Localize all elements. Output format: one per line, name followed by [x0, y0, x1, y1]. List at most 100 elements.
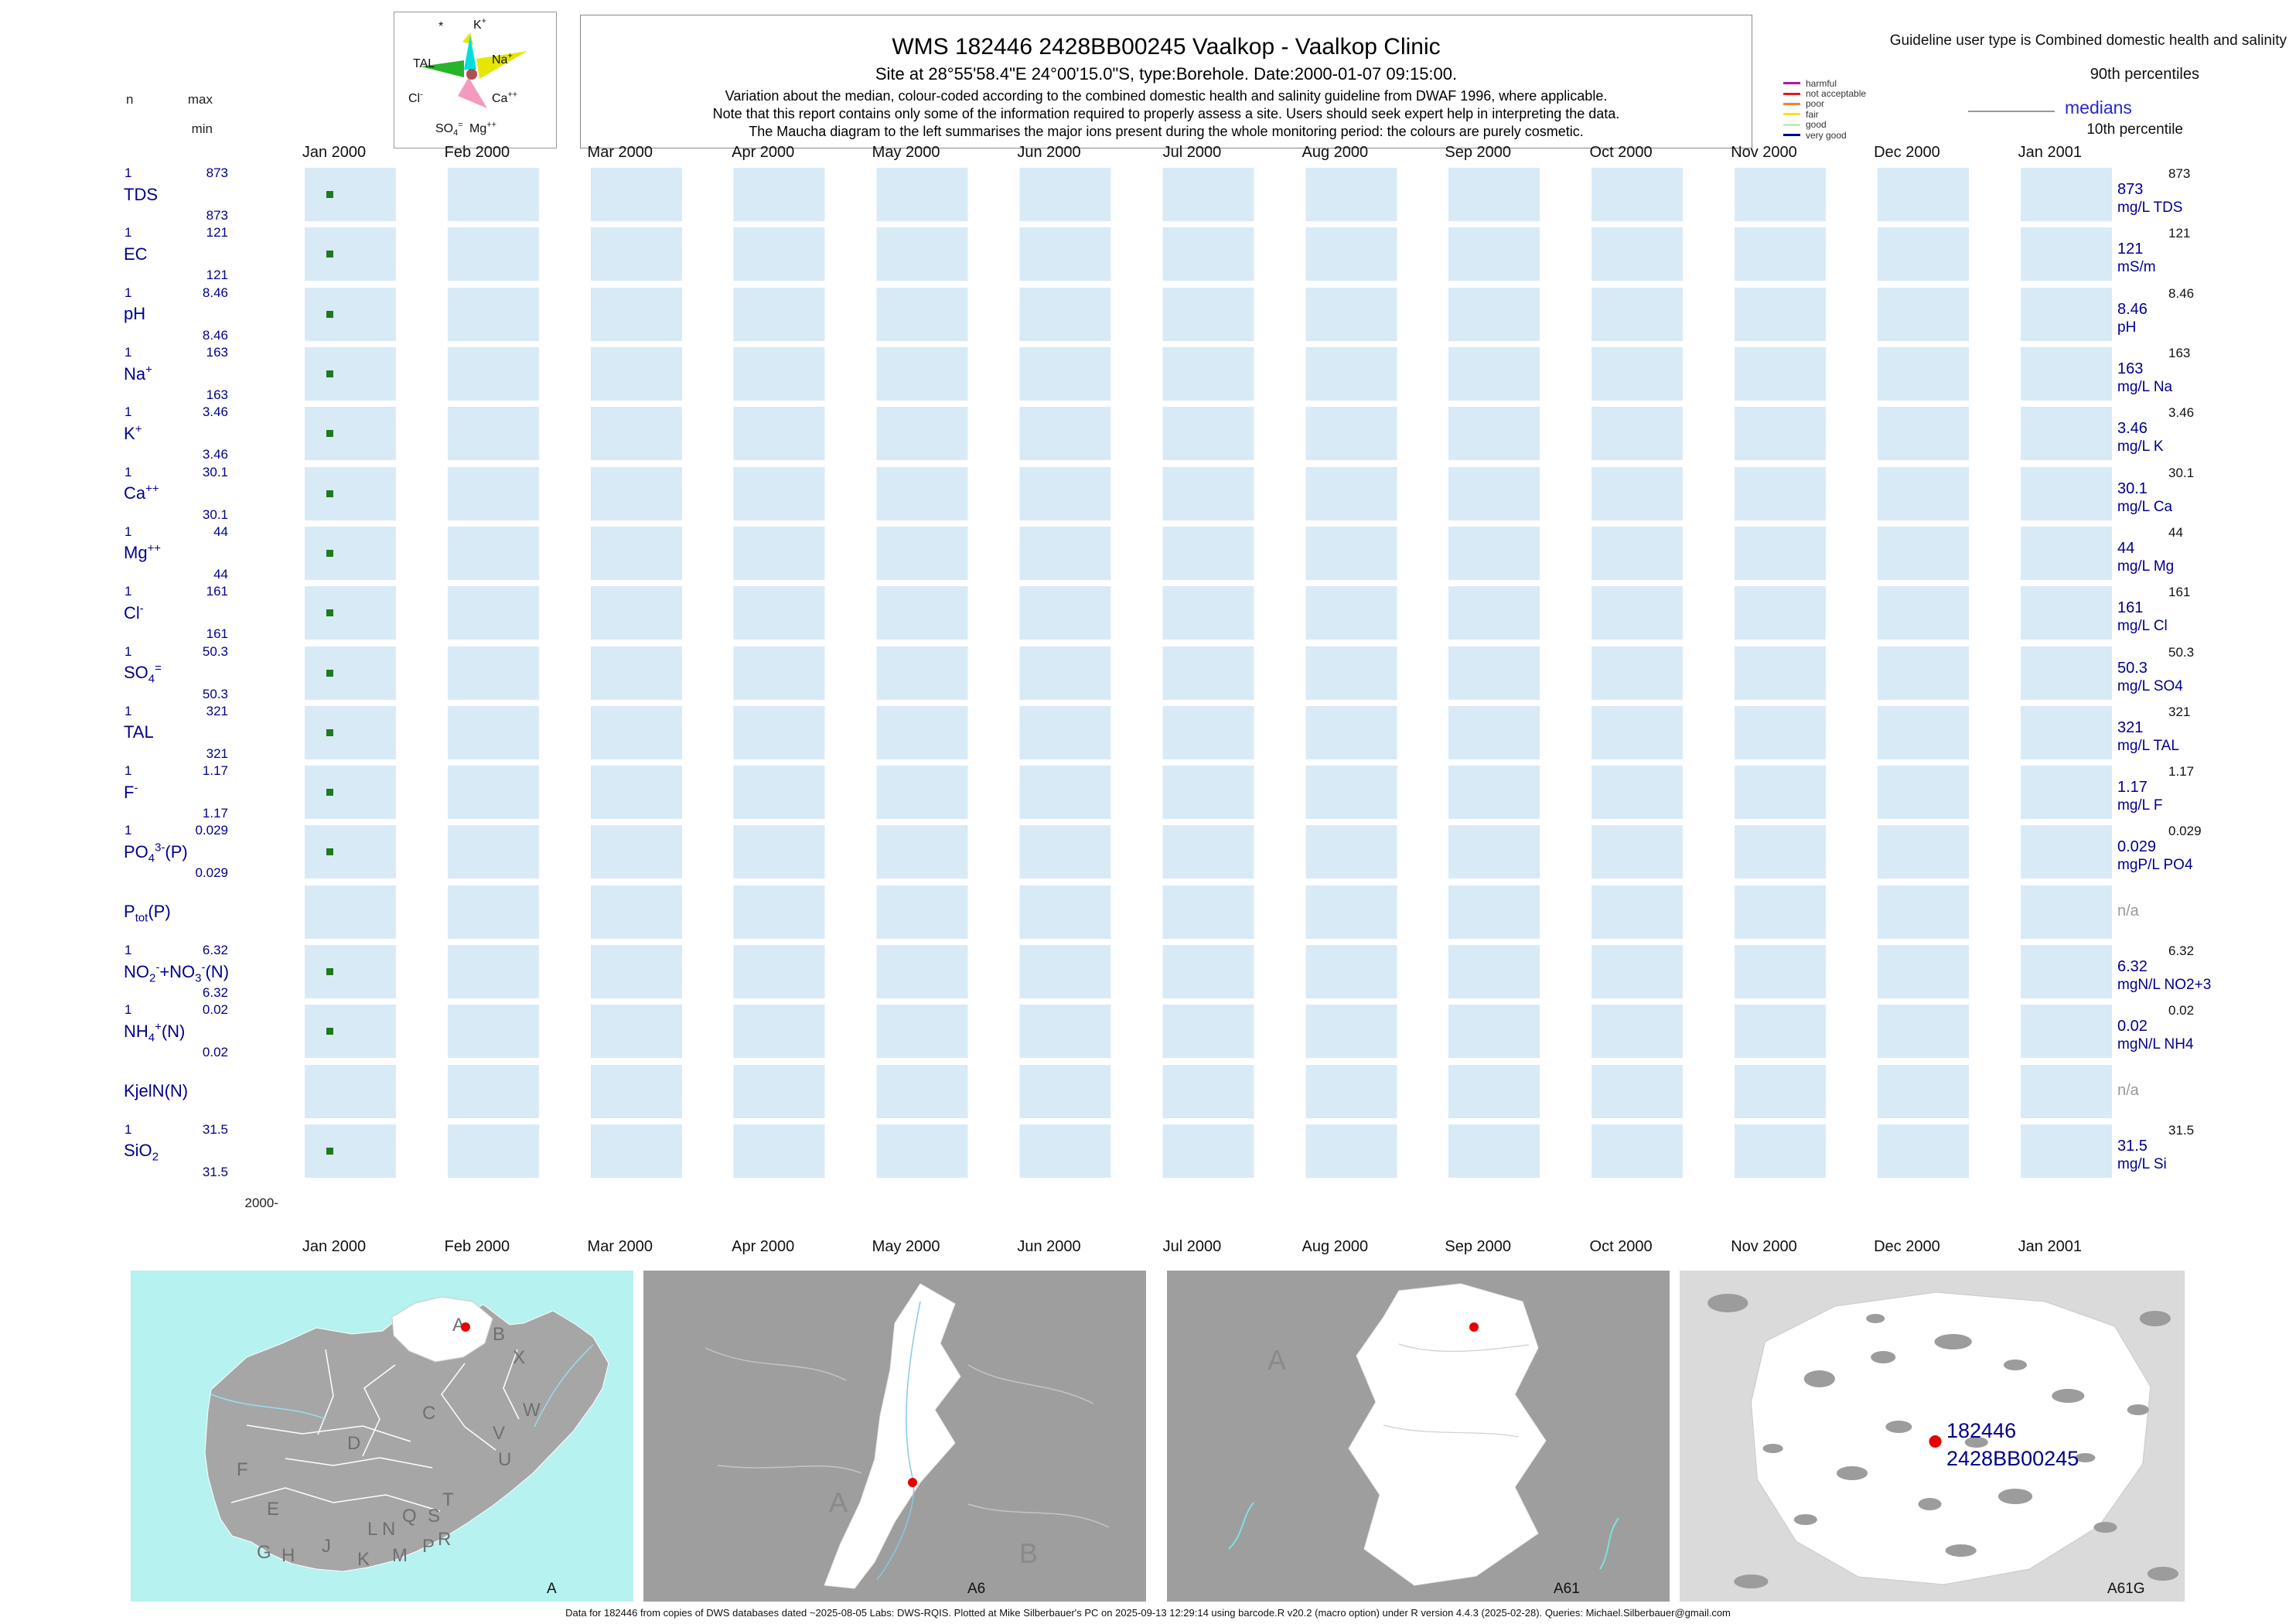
site-marker: [461, 1322, 470, 1332]
month-tick-label: Oct 2000: [1589, 144, 1653, 161]
guideline-class-label: harmful: [1806, 77, 1837, 89]
month-bands: [305, 646, 2112, 700]
sample-point: [326, 1147, 333, 1155]
ion-label-calcium: Ca++: [492, 90, 518, 105]
min-value: 50.3: [202, 686, 228, 701]
param-label-so4: SO4=: [124, 661, 162, 686]
map-primary-catchment: AB: [643, 1271, 1146, 1602]
guideline-class-swatch: [1783, 134, 1800, 137]
month-bands: [305, 227, 2112, 281]
month-tick-label: May 2000: [872, 1238, 940, 1255]
drainage-region-label-G: G: [257, 1542, 271, 1563]
drainage-region-label-A: A: [452, 1315, 465, 1336]
river-lines: [210, 1344, 594, 1428]
min-value: 163: [206, 387, 228, 403]
drainage-region-label-T: T: [442, 1489, 454, 1510]
sample-point: [326, 310, 333, 318]
month-bands: [305, 466, 2112, 520]
param-row-cl: Cl- 1 161 161 161 mg/L Cl 161: [0, 583, 2296, 643]
sample-point: [326, 430, 333, 438]
param-label-no2no3: NO2-+NO3-(N): [124, 960, 230, 984]
min-value: 6.32: [202, 985, 228, 1001]
median-value: 44: [2117, 539, 2135, 557]
median-value: 3.46: [2117, 420, 2148, 438]
p90-value: 30.1: [2168, 465, 2195, 480]
median-value: 6.32: [2117, 958, 2148, 976]
param-label-tds: TDS: [124, 184, 158, 204]
guideline-class-row: not acceptable: [1783, 88, 1866, 98]
drainage-region-label-X: X: [513, 1347, 525, 1368]
param-label-kjeln: KjelN(N): [124, 1081, 189, 1101]
drainage-region-label-N: N: [382, 1519, 395, 1540]
sample-count: 1: [125, 1002, 132, 1018]
month-tick-label: Jan 2000: [302, 144, 367, 161]
param-row-ec: EC 1 121 121 121 mS/m 121: [0, 224, 2296, 284]
median-value: 163: [2117, 360, 2144, 378]
param-row-so4: SO4= 1 50.3 50.3 50.3 mg/L SO4 50.3: [0, 643, 2296, 703]
catchment-a61-highlight: [1348, 1283, 1547, 1586]
max-value: 30.1: [202, 464, 228, 479]
median-value: 161: [2117, 599, 2144, 617]
map-panel-quaternary-catchment: 182446 2428BB00245 A61G: [1680, 1271, 2185, 1602]
site-code-label: 2428BB00245: [1946, 1447, 2079, 1470]
max-value: 121: [206, 225, 228, 241]
param-row-po4: PO43-(P) 1 0.029 0.029 0.029 mgP/L PO4 0.029: [0, 822, 2296, 882]
drainage-region-a-highlight: [391, 1296, 493, 1363]
param-label-sio2: SiO2: [124, 1141, 159, 1164]
drainage-region-label-A: A: [1267, 1344, 1286, 1376]
month-tick-label: Apr 2000: [732, 1238, 795, 1255]
unit-label: mg/L TAL: [2117, 737, 2179, 754]
param-label-k: K+: [124, 422, 142, 443]
guideline-class-row: harmful: [1783, 78, 1866, 88]
drainage-region-label-B: B: [493, 1324, 505, 1345]
guideline-class-row: good: [1783, 120, 1866, 130]
ion-label-chloride: Cl-: [408, 90, 423, 105]
p10-legend-label: 10th percentile: [2086, 121, 2183, 138]
drainage-region-label-H: H: [281, 1545, 295, 1566]
maucha-wing-bottom: [458, 77, 487, 108]
p90-value: 1.17: [2168, 764, 2195, 780]
drainage-region-label-V: V: [493, 1423, 505, 1444]
drainage-region-label-F: F: [237, 1459, 248, 1480]
drainage-region-label-C: C: [422, 1403, 435, 1424]
sample-point: [326, 728, 333, 736]
min-value: 161: [206, 626, 228, 642]
site-marker: [1469, 1322, 1479, 1332]
drainage-region-label-E: E: [267, 1499, 279, 1520]
unit-label: mg/L SO4: [2117, 677, 2183, 694]
month-bands: [305, 705, 2112, 759]
param-row-sio2: SiO2 1 31.5 31.5 31.5 mg/L Si 31.5: [0, 1121, 2296, 1181]
note-maucha: The Maucha diagram to the left summarise…: [749, 124, 1584, 139]
unit-label: mgP/L PO4: [2117, 857, 2193, 874]
guideline-class-swatch: [1783, 113, 1800, 116]
unit-label: mg/L K: [2117, 438, 2164, 455]
unit-label: pH: [2117, 319, 2137, 336]
sample-point: [326, 370, 333, 378]
no-data-label: n/a: [2117, 1081, 2139, 1099]
month-tick-label: Jul 2000: [1162, 144, 1222, 161]
month-tick-label: Sep 2000: [1445, 1238, 1512, 1255]
median-value: 50.3: [2117, 659, 2148, 677]
guideline-class-label: poor: [1806, 98, 1825, 110]
max-value: 1.17: [202, 763, 228, 779]
month-bands: [305, 945, 2112, 999]
site-subtitle: Site at 28°55'58.4"E 24°00'15.0"S, type:…: [875, 64, 1458, 84]
drainage-region-label-S: S: [428, 1506, 440, 1527]
param-label-ph: pH: [124, 304, 146, 324]
param-row-mg: Mg++ 1 44 44 44 mg/L Mg 44: [0, 524, 2296, 583]
min-value: 0.02: [202, 1045, 228, 1060]
max-value: 50.3: [202, 643, 228, 659]
sample-point: [326, 191, 333, 199]
month-bands: [305, 1064, 2112, 1118]
param-row-tal: TAL 1 321 321 321 mg/L TAL 321: [0, 703, 2296, 763]
month-bands: [305, 168, 2112, 222]
map-drainage-regions: A BX C W D VU FE T Q S L N R G H J K M P: [131, 1271, 633, 1602]
sample-point: [326, 609, 333, 617]
sample-count: 1: [125, 703, 132, 718]
min-value: 873: [206, 208, 228, 223]
sample-count: 1: [125, 584, 132, 599]
catchment-a6-highlight: [824, 1283, 961, 1589]
param-row-na: Na+ 1 163 163 163 mg/L Na 163: [0, 344, 2296, 404]
param-label-ptot: Ptot(P): [124, 902, 171, 925]
